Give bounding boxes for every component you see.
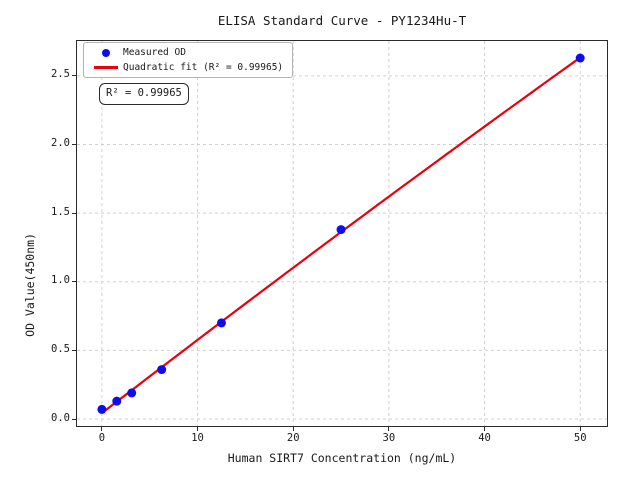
y-tick-mark: [72, 418, 76, 420]
x-tick-mark: [197, 427, 199, 431]
x-tick-label: 30: [382, 432, 396, 444]
chart-canvas: [77, 41, 607, 426]
r-squared-annotation: R² = 0.99965: [99, 83, 189, 105]
fit-line-icon: [94, 65, 118, 69]
data-point: [127, 388, 137, 398]
y-tick-label: 1.0: [51, 274, 70, 287]
y-tick-label: 0.0: [51, 411, 70, 424]
x-tick-mark: [292, 427, 294, 431]
y-tick-mark: [72, 143, 76, 145]
legend-marker-cell: [89, 48, 123, 57]
scatter-dot-icon: [102, 48, 110, 57]
data-point: [575, 53, 585, 63]
x-tick-label: 50: [573, 432, 587, 444]
x-tick-label: 20: [286, 432, 300, 444]
y-tick-label: 2.0: [51, 136, 70, 149]
fit-line: [101, 56, 581, 415]
data-point: [216, 318, 226, 328]
x-tick-mark: [388, 427, 390, 431]
x-tick-mark: [484, 427, 486, 431]
plot-area: Measured OD Quadratic fit (R² = 0.99965)…: [76, 40, 608, 427]
x-tick-mark: [101, 427, 103, 431]
x-tick-label: 0: [98, 432, 106, 444]
legend-marker-cell: [89, 65, 123, 69]
x-tick-mark: [579, 427, 581, 431]
legend-label: Quadratic fit (R² = 0.99965): [123, 61, 284, 73]
x-axis-label: Human SIRT7 Concentration (ng/mL): [227, 451, 457, 465]
x-tick-label: 10: [191, 432, 204, 444]
data-point: [157, 365, 167, 375]
legend-item-quadratic-fit: Quadratic fit (R² = 0.99965): [89, 61, 284, 73]
data-point: [97, 404, 107, 414]
legend: Measured OD Quadratic fit (R² = 0.99965): [83, 42, 294, 78]
legend-item-measured-od: Measured OD: [89, 48, 283, 58]
chart-title: ELISA Standard Curve - PY1234Hu-T: [217, 13, 467, 28]
y-tick-mark: [72, 212, 76, 214]
y-tick-label: 2.5: [51, 68, 70, 81]
y-tick-mark: [72, 349, 76, 351]
y-tick-mark: [72, 75, 76, 77]
x-tick-label: 40: [478, 432, 491, 444]
y-tick-mark: [72, 281, 76, 283]
legend-label: Measured OD: [123, 47, 186, 58]
data-point: [112, 396, 122, 406]
y-tick-label: 0.5: [51, 342, 70, 355]
data-point: [336, 225, 346, 235]
y-tick-label: 1.5: [51, 205, 70, 218]
